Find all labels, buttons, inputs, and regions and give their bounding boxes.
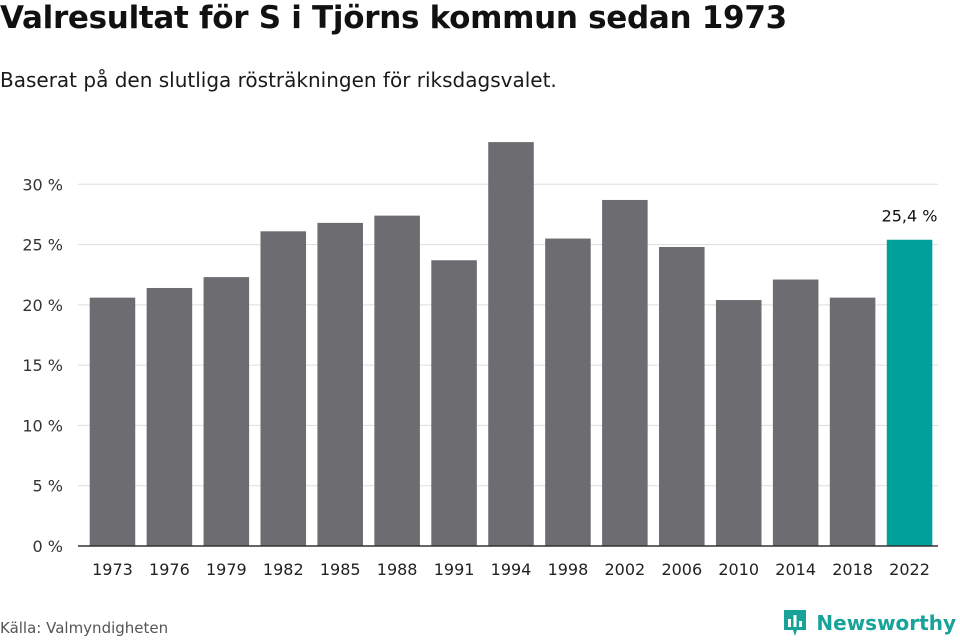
x-tick-label: 1994	[491, 560, 532, 579]
bar-1976	[146, 287, 193, 546]
x-tick-label: 2022	[889, 560, 930, 579]
x-tick-label: 2014	[775, 560, 816, 579]
bar-2022	[886, 239, 933, 546]
bar-1991	[431, 260, 477, 546]
x-tick-label: 2002	[605, 560, 646, 579]
x-tick-label: 1991	[434, 560, 475, 579]
bar-2018	[829, 297, 876, 546]
bar-2014	[772, 279, 819, 546]
bar-1973	[89, 297, 136, 546]
bar-2002	[602, 199, 648, 546]
bar-1985	[317, 222, 363, 546]
bar-1998	[545, 238, 591, 547]
brand-logo: Newsworthy	[782, 608, 956, 638]
y-tick-label: 20 %	[22, 296, 63, 315]
y-tick-label: 15 %	[22, 356, 63, 375]
bar-2010	[715, 300, 762, 546]
x-tick-label: 1979	[206, 560, 247, 579]
y-tick-label: 30 %	[22, 175, 63, 194]
chart-subtitle: Baserat på den slutliga rösträkningen fö…	[0, 68, 557, 92]
y-tick-label: 10 %	[22, 416, 63, 435]
y-tick-label: 25 %	[22, 236, 63, 255]
x-tick-label: 1985	[320, 560, 361, 579]
bar-1979	[203, 277, 250, 546]
newsworthy-logo-icon	[784, 610, 807, 636]
x-tick-label: 1973	[92, 560, 133, 579]
x-tick-label: 1998	[548, 560, 589, 579]
bar-chart: 0 % 5 % 10 % 15 % 20 % 25 % 30 % 1973 1976 1979 19…	[22, 142, 938, 579]
y-tick-label: 0 %	[33, 537, 63, 556]
source-note: Källa: Valmyndigheten	[0, 619, 169, 637]
x-tick-label: 2018	[832, 560, 873, 579]
bar-1988	[374, 215, 420, 546]
x-tick-label: 2006	[661, 560, 702, 579]
data-label: 25,4 %	[882, 207, 938, 226]
brand-name: Newsworthy	[816, 611, 956, 635]
x-tick-label: 2010	[718, 560, 759, 579]
x-tick-label: 1982	[263, 560, 304, 579]
x-tick-label: 1976	[149, 560, 190, 579]
bar-2006	[659, 246, 705, 547]
bar-1982	[260, 231, 307, 546]
chart-title: Valresultat för S i Tjörns kommun sedan …	[0, 0, 787, 36]
bar-1994	[488, 142, 534, 547]
x-tick-label: 1988	[377, 560, 418, 579]
y-tick-label: 5 %	[33, 477, 63, 496]
